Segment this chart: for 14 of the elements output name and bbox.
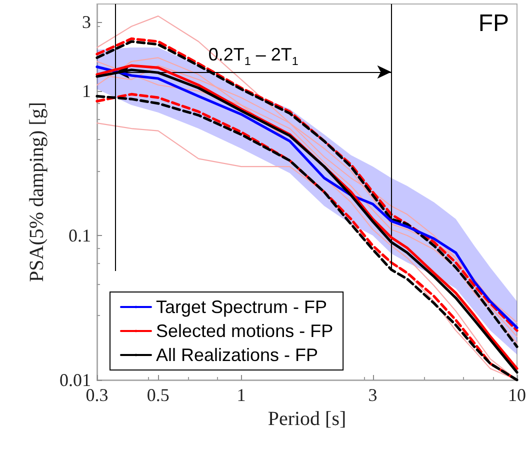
x-tick-label: 1 xyxy=(236,385,246,405)
legend-label: Selected motions - FP xyxy=(156,321,334,341)
x-tick-label: 0.5 xyxy=(146,385,170,405)
legend-label: Target Spectrum - FP xyxy=(156,297,328,317)
y-axis-title: PSA(5% damping) [g] xyxy=(26,102,48,282)
x-axis-title: Period [s] xyxy=(268,408,346,430)
y-tick-label: 1 xyxy=(82,81,91,101)
y-tick-label: 3 xyxy=(82,12,91,32)
x-tick-label: 10 xyxy=(508,385,526,405)
y-tick-label: 0.1 xyxy=(68,226,91,246)
legend-label: All Realizations - FP xyxy=(156,345,318,365)
annotation: 0.2T$_{1}$ – 2T$_{1}$ xyxy=(208,44,298,68)
annotation: FP xyxy=(478,10,509,38)
x-tick-label: 3 xyxy=(368,385,378,405)
